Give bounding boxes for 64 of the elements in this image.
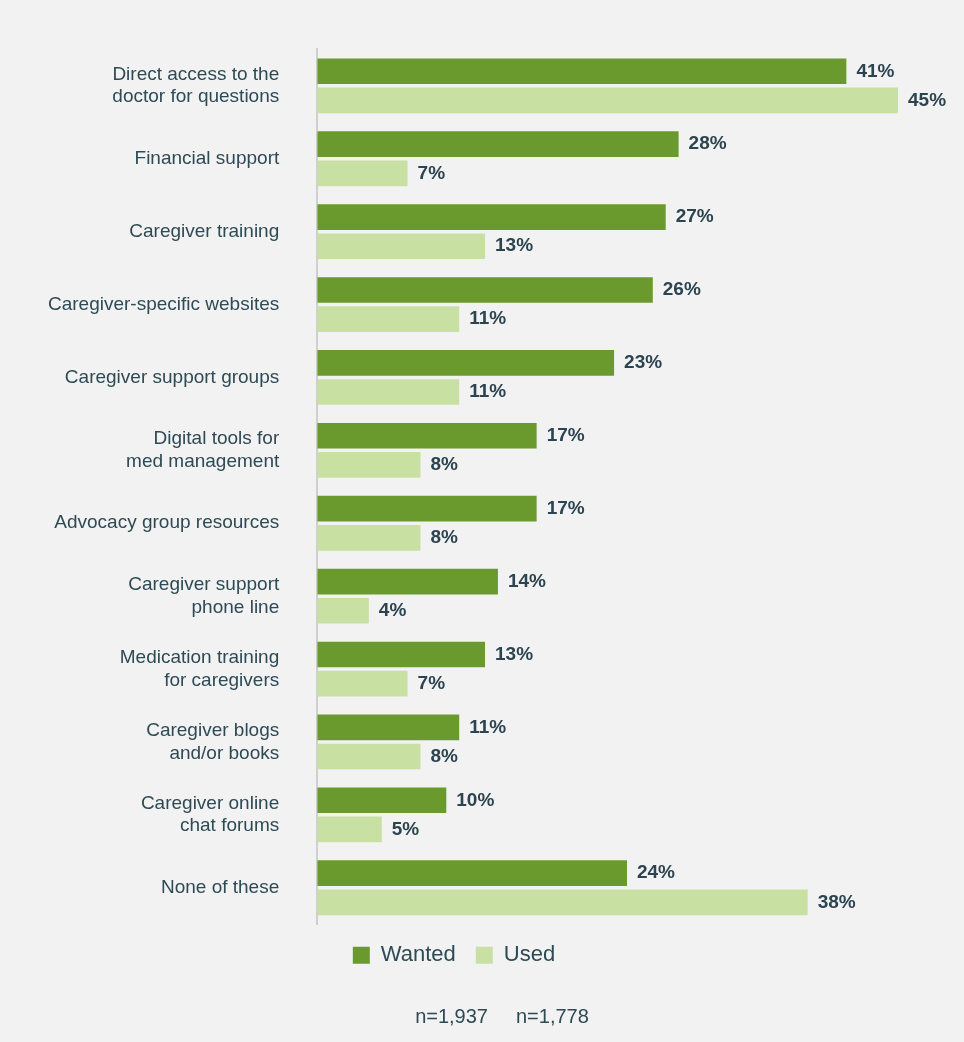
bar	[317, 670, 408, 697]
legend-label: Wanted	[380, 941, 456, 967]
bar	[317, 860, 627, 886]
data-label: 8%	[430, 526, 459, 548]
y-tick-label: Digital tools for med management	[126, 427, 280, 471]
bar	[317, 131, 679, 157]
y-tick-label: Advocacy group resources	[54, 511, 280, 533]
data-label: 24%	[636, 861, 676, 883]
bar	[317, 350, 615, 376]
bar	[317, 422, 537, 449]
y-tick-label: None of these	[160, 875, 280, 897]
bar	[317, 379, 460, 405]
data-label: 38%	[817, 890, 856, 912]
data-label: 41%	[856, 59, 895, 81]
bar	[317, 787, 447, 814]
bar	[317, 495, 537, 522]
y-tick-label: Caregiver-specific websites	[48, 292, 280, 314]
data-label: 13%	[495, 642, 534, 664]
bar	[317, 525, 421, 551]
bar	[317, 160, 408, 187]
data-label: 17%	[546, 424, 585, 445]
bar	[317, 816, 382, 843]
bar	[317, 452, 421, 478]
data-label: 5%	[391, 817, 420, 839]
data-label: 11%	[469, 715, 507, 737]
data-label: 11%	[469, 307, 507, 329]
data-label: 27%	[675, 205, 714, 227]
y-tick-label: Financial support	[134, 146, 280, 168]
bar	[317, 889, 808, 916]
y-tick-label: Caregiver support phone line	[128, 572, 280, 617]
legend-label: Used	[503, 941, 556, 967]
data-label: 17%	[546, 496, 585, 518]
data-label: 26%	[662, 278, 701, 300]
bar	[317, 568, 498, 595]
bar	[317, 641, 486, 668]
text: n=1,778	[516, 1005, 589, 1028]
y-tick-label: Caregiver training	[129, 219, 280, 241]
y-tick-label: Caregiver online chat forums	[140, 791, 280, 836]
bar	[317, 277, 653, 303]
bar	[317, 204, 666, 230]
y-tick-label: Caregiver blogs and/or books	[146, 718, 280, 763]
data-label: 45%	[908, 88, 947, 110]
data-label: 23%	[624, 351, 663, 373]
data-label: 7%	[417, 671, 446, 693]
data-label: 8%	[430, 453, 459, 475]
data-label: 14%	[507, 569, 547, 591]
bar	[317, 306, 460, 332]
data-label: 28%	[688, 132, 727, 154]
bar	[317, 714, 460, 741]
bar	[317, 87, 898, 114]
bar	[317, 743, 421, 770]
y-tick-label: Medication training for caregivers	[119, 645, 280, 690]
data-label: 8%	[430, 744, 459, 766]
bar	[317, 58, 847, 85]
y-tick-label: Caregiver support groups	[64, 365, 280, 387]
data-label: 7%	[417, 161, 446, 183]
data-label: 10%	[456, 788, 495, 810]
bar	[317, 597, 369, 624]
data-label: 13%	[495, 234, 534, 256]
text: n=1,937	[415, 1005, 488, 1028]
bar	[317, 233, 486, 260]
data-label: 11%	[469, 380, 507, 402]
y-tick-label: Direct access to the doctor for questions	[112, 62, 280, 107]
data-label: 4%	[378, 598, 407, 620]
